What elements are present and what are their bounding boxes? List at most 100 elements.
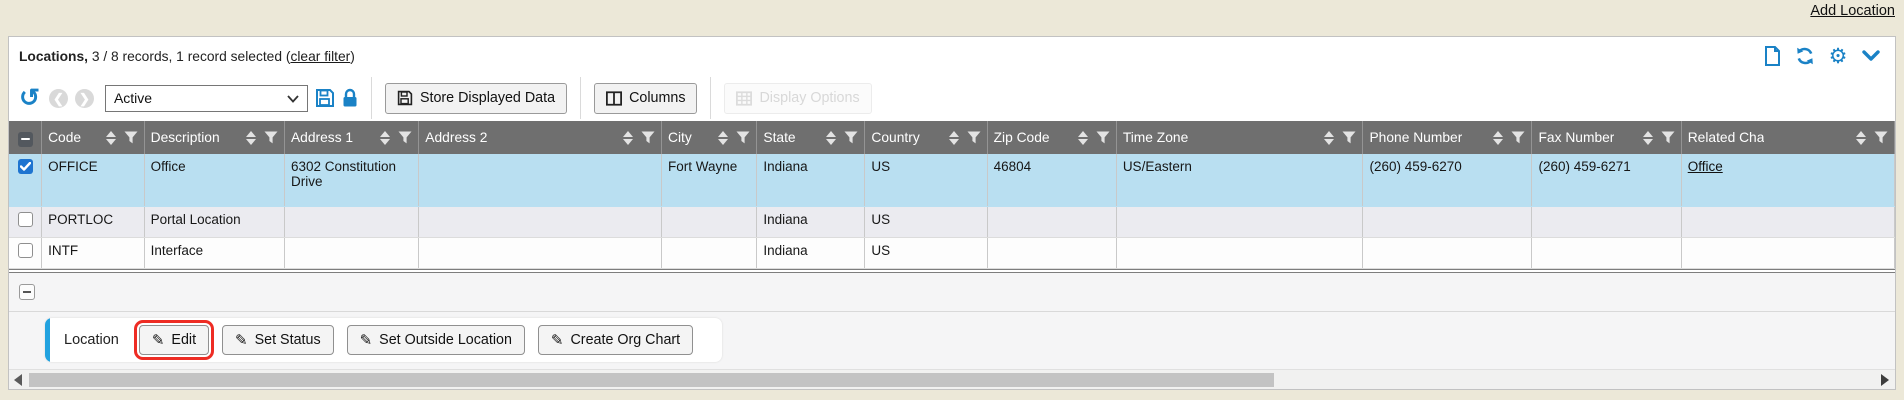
- action-button-label: Create Org Chart: [570, 332, 681, 348]
- sort-icon[interactable]: [380, 130, 391, 145]
- locations-grid-viewport: Code Description Address 1 Address 2 City Sta…: [9, 121, 1895, 269]
- footer-collapse-bar: [9, 272, 1895, 312]
- related-chart-link[interactable]: Office: [1687, 159, 1723, 174]
- column-header-time-zone[interactable]: Time Zone: [1116, 121, 1364, 154]
- filter-funnel-icon[interactable]: [124, 131, 138, 144]
- cell-phone-number: [1362, 237, 1533, 269]
- chevron-left-icon[interactable]: ❮: [48, 88, 68, 108]
- undo-icon[interactable]: ↺: [19, 84, 40, 112]
- cell-fax-number: (260) 459-6271: [1531, 154, 1682, 207]
- table-row[interactable]: INTF Interface Indiana US: [9, 237, 1895, 269]
- filter-funnel-icon[interactable]: [1096, 131, 1110, 144]
- filter-funnel-icon[interactable]: [967, 131, 981, 144]
- cell-description: Portal Location: [144, 206, 285, 238]
- refresh-icon[interactable]: [1795, 46, 1815, 66]
- table-row[interactable]: PORTLOC Portal Location Indiana US: [9, 206, 1895, 238]
- cell-time-zone: US/Eastern: [1116, 154, 1364, 207]
- cell-zip-code: 46804: [987, 154, 1117, 207]
- set-outside-location-button[interactable]: ✎ Set Outside Location: [346, 325, 525, 355]
- filter-funnel-icon[interactable]: [398, 131, 412, 144]
- action-accent-bar: [45, 318, 50, 362]
- panel-title-bar: Locations, 3 / 8 records, 1 record selec…: [9, 37, 1895, 75]
- sort-icon[interactable]: [1324, 130, 1335, 145]
- set-status-button[interactable]: ✎ Set Status: [222, 325, 334, 355]
- column-label: City: [668, 130, 692, 145]
- sort-icon[interactable]: [623, 130, 634, 145]
- row-checkbox-cell: [9, 154, 43, 207]
- gear-icon[interactable]: ⚙: [1828, 44, 1848, 68]
- column-header-related-cha[interactable]: Related Cha: [1681, 121, 1895, 154]
- column-header-zip-code[interactable]: Zip Code: [987, 121, 1117, 154]
- cell-description: Office: [144, 154, 285, 207]
- row-checkbox[interactable]: [17, 211, 33, 227]
- sort-icon[interactable]: [1493, 130, 1504, 145]
- floppy-disk-icon[interactable]: [315, 88, 335, 108]
- scroll-right-arrow-icon[interactable]: [1881, 373, 1889, 386]
- cell-fax-number: [1531, 206, 1682, 238]
- store-displayed-data-button[interactable]: Store Displayed Data: [384, 82, 568, 114]
- action-button-label: Edit: [171, 332, 197, 348]
- cell-address-2: [418, 154, 663, 207]
- filter-funnel-icon[interactable]: [1342, 131, 1356, 144]
- sort-icon[interactable]: [826, 130, 837, 145]
- row-checkbox-cell: [9, 237, 43, 269]
- filter-funnel-icon[interactable]: [1511, 131, 1525, 144]
- column-header-state[interactable]: State: [756, 121, 866, 154]
- status-filter-select[interactable]: Active: [104, 84, 308, 112]
- column-header-phone-number[interactable]: Phone Number: [1362, 121, 1533, 154]
- chevron-down-icon[interactable]: [1861, 46, 1881, 66]
- column-header-address-2[interactable]: Address 2: [418, 121, 663, 154]
- column-header-fax-number[interactable]: Fax Number: [1531, 121, 1682, 154]
- column-header-city[interactable]: City: [661, 121, 758, 154]
- cell-country: US: [864, 206, 988, 238]
- column-label: Description: [150, 130, 220, 145]
- sort-icon[interactable]: [1856, 130, 1866, 145]
- action-group-label: Location: [64, 332, 119, 348]
- sort-icon[interactable]: [718, 130, 729, 145]
- filter-funnel-icon[interactable]: [641, 131, 655, 144]
- column-header-description[interactable]: Description: [144, 121, 285, 154]
- filter-funnel-icon[interactable]: [736, 131, 750, 144]
- horizontal-scrollbar[interactable]: [9, 368, 1895, 389]
- cell-city: Fort Wayne: [661, 154, 758, 207]
- column-header-code[interactable]: Code: [41, 121, 145, 154]
- columns-button[interactable]: Columns: [594, 82, 698, 114]
- lock-icon[interactable]: [342, 88, 358, 108]
- grid-bottom-border: [9, 268, 1895, 273]
- new-document-icon[interactable]: [1762, 46, 1782, 66]
- sort-icon[interactable]: [105, 130, 116, 145]
- column-header-country[interactable]: Country: [864, 121, 988, 154]
- location-action-card: Location ✎ Edit ✎ Set Status ✎ Set Outside Lo…: [45, 318, 723, 362]
- display-options-grid-icon: [736, 90, 753, 106]
- floppy-disk-icon: [397, 90, 413, 106]
- cell-phone-number: (260) 459-6270: [1362, 154, 1533, 207]
- sort-icon[interactable]: [1642, 130, 1653, 145]
- columns-label: Columns: [629, 90, 686, 106]
- clear-filter-link[interactable]: clear filter: [290, 48, 351, 64]
- create-org-chart-button[interactable]: ✎ Create Org Chart: [537, 325, 694, 355]
- sort-icon[interactable]: [245, 130, 256, 145]
- select-all-checkbox[interactable]: [17, 131, 33, 147]
- locations-panel: Locations, 3 / 8 records, 1 record selec…: [8, 36, 1896, 390]
- cell-country: US: [864, 237, 988, 269]
- column-label: Address 2: [425, 130, 488, 145]
- filter-funnel-icon[interactable]: [264, 131, 278, 144]
- column-header-address-1[interactable]: Address 1: [284, 121, 420, 154]
- sort-icon[interactable]: [948, 130, 959, 145]
- chevron-right-icon[interactable]: ❯: [74, 88, 94, 108]
- table-header: Code Description Address 1 Address 2 City Sta…: [9, 121, 1895, 154]
- filter-funnel-icon[interactable]: [844, 131, 858, 144]
- filter-funnel-icon[interactable]: [1661, 131, 1675, 144]
- filter-funnel-icon[interactable]: [1874, 131, 1888, 144]
- cell-phone-number: [1362, 206, 1533, 238]
- scroll-left-arrow-icon[interactable]: [14, 373, 22, 386]
- add-location-link[interactable]: Add Location: [1810, 3, 1895, 19]
- scrollbar-thumb[interactable]: [29, 372, 1274, 387]
- row-checkbox-checked[interactable]: [17, 159, 33, 174]
- edit-button[interactable]: ✎ Edit: [133, 320, 215, 360]
- row-checkbox[interactable]: [17, 242, 33, 258]
- cell-description: Interface: [144, 237, 285, 269]
- collapse-minus-icon[interactable]: [19, 283, 35, 300]
- sort-icon[interactable]: [1077, 130, 1088, 145]
- table-row[interactable]: OFFICE Office 6302 Constitution Drive Fort …: [9, 154, 1895, 207]
